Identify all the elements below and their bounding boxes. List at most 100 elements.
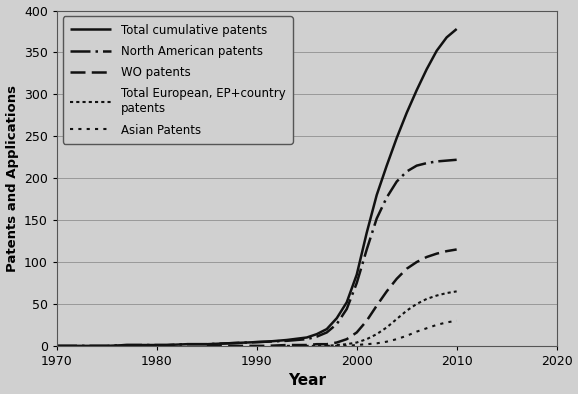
North American patents [383, 195, 390, 200]
North American patents [423, 161, 430, 165]
Line: Total European, EP+country
patents: Total European, EP+country patents [287, 292, 457, 346]
North American patents [373, 216, 380, 221]
Total cumulative patents [264, 339, 271, 344]
Total cumulative patents [303, 335, 310, 340]
Total cumulative patents [334, 316, 340, 321]
North American patents [264, 339, 271, 344]
Line: North American patents: North American patents [57, 160, 457, 346]
WO patents [363, 318, 370, 323]
North American patents [353, 281, 360, 285]
Total cumulative patents [353, 272, 360, 277]
WO patents [443, 249, 450, 253]
Total cumulative patents [164, 343, 171, 348]
Asian Patents [343, 344, 350, 348]
Total European, EP+country
patents [303, 344, 310, 348]
Total cumulative patents [223, 341, 230, 346]
Total cumulative patents [443, 35, 450, 40]
Total cumulative patents [103, 344, 110, 348]
Total cumulative patents [283, 338, 290, 342]
North American patents [303, 337, 310, 342]
Total cumulative patents [373, 193, 380, 197]
Total European, EP+country
patents [363, 337, 370, 342]
Total cumulative patents [433, 48, 440, 53]
WO patents [283, 343, 290, 348]
North American patents [334, 322, 340, 327]
Asian Patents [413, 329, 420, 334]
Total cumulative patents [313, 332, 320, 336]
Asian Patents [433, 323, 440, 327]
Total European, EP+country
patents [323, 344, 330, 348]
WO patents [383, 289, 390, 294]
Line: Asian Patents: Asian Patents [327, 321, 457, 346]
Total European, EP+country
patents [334, 343, 340, 348]
WO patents [433, 251, 440, 256]
Total cumulative patents [54, 344, 61, 348]
Total cumulative patents [343, 300, 350, 305]
North American patents [103, 344, 110, 348]
North American patents [183, 342, 190, 347]
Total cumulative patents [203, 342, 210, 347]
WO patents [343, 337, 350, 342]
North American patents [453, 157, 460, 162]
Total European, EP+country
patents [373, 332, 380, 336]
Asian Patents [363, 342, 370, 347]
WO patents [353, 330, 360, 335]
WO patents [243, 344, 250, 348]
Asian Patents [353, 343, 360, 348]
Total cumulative patents [243, 340, 250, 345]
WO patents [334, 340, 340, 345]
Total cumulative patents [143, 343, 150, 348]
Y-axis label: Patents and Applications: Patents and Applications [6, 85, 18, 272]
WO patents [203, 344, 210, 348]
WO patents [393, 277, 400, 281]
Asian Patents [443, 320, 450, 325]
Asian Patents [373, 341, 380, 346]
North American patents [283, 338, 290, 343]
Total cumulative patents [383, 163, 390, 168]
Total European, EP+country
patents [423, 297, 430, 301]
Total European, EP+country
patents [393, 317, 400, 322]
Total cumulative patents [124, 343, 131, 348]
X-axis label: Year: Year [288, 374, 326, 388]
North American patents [54, 344, 61, 348]
Total European, EP+country
patents [433, 293, 440, 298]
Asian Patents [403, 333, 410, 338]
North American patents [143, 343, 150, 348]
North American patents [403, 169, 410, 174]
Asian Patents [393, 337, 400, 342]
Total cumulative patents [83, 344, 90, 348]
North American patents [393, 179, 400, 184]
Asian Patents [423, 326, 430, 331]
WO patents [303, 343, 310, 348]
Total cumulative patents [183, 342, 190, 347]
Asian Patents [323, 344, 330, 348]
Total European, EP+country
patents [403, 308, 410, 313]
North American patents [323, 330, 330, 335]
Total European, EP+country
patents [443, 291, 450, 296]
WO patents [313, 342, 320, 347]
Total European, EP+country
patents [283, 344, 290, 348]
Total cumulative patents [423, 67, 430, 72]
Total European, EP+country
patents [413, 301, 420, 306]
WO patents [413, 260, 420, 264]
Total European, EP+country
patents [353, 340, 360, 345]
Line: Total cumulative patents: Total cumulative patents [57, 29, 457, 346]
WO patents [373, 303, 380, 308]
Total cumulative patents [323, 327, 330, 331]
North American patents [343, 307, 350, 311]
North American patents [443, 158, 450, 163]
North American patents [363, 247, 370, 252]
North American patents [83, 344, 90, 348]
Total European, EP+country
patents [343, 342, 350, 347]
Asian Patents [453, 318, 460, 323]
North American patents [433, 159, 440, 164]
North American patents [223, 341, 230, 346]
North American patents [413, 163, 420, 168]
North American patents [124, 343, 131, 348]
WO patents [423, 255, 430, 259]
North American patents [243, 340, 250, 345]
Total cumulative patents [413, 88, 420, 93]
North American patents [313, 334, 320, 339]
WO patents [264, 344, 271, 348]
Asian Patents [383, 339, 390, 344]
